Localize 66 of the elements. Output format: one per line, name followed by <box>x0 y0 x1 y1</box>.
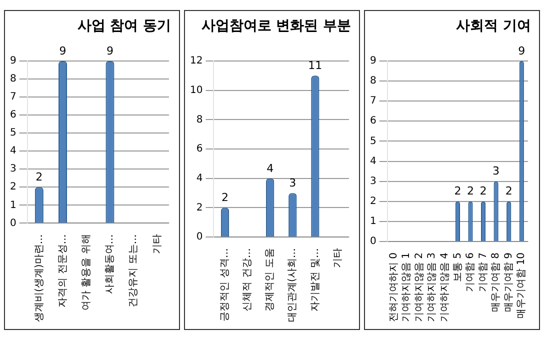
data-label: 3 <box>289 176 296 190</box>
y-tick-label: 2 <box>10 182 16 193</box>
y-tick-label: 2 <box>370 196 376 207</box>
x-tick-label: 매우기여함 9 <box>503 252 514 312</box>
x-tick-label: 생계비(생계)마련… <box>34 234 45 322</box>
data-label: 2 <box>222 191 228 204</box>
x-tick-label: 자기발전 및… <box>310 248 321 312</box>
data-label: 11 <box>308 59 322 72</box>
x-tick-label: 긍정적인 성격… <box>220 248 231 322</box>
data-label: 4 <box>266 162 274 175</box>
y-tick-label: 4 <box>10 146 16 157</box>
x-tick-label: 기여함 6 <box>465 252 476 292</box>
y-tick-label: 3 <box>370 176 376 187</box>
data-label: 9 <box>106 44 114 58</box>
y-tick-label: 4 <box>196 172 203 184</box>
data-label: 2 <box>505 184 512 198</box>
y-tick-label: 12 <box>190 56 203 67</box>
y-tick-label: 8 <box>370 76 376 87</box>
y-tick-label: 6 <box>370 116 376 127</box>
x-tick-label: 경제적인 도움 <box>264 248 276 312</box>
x-tick-label: 기여하지않음 4 <box>440 252 450 322</box>
y-tick-label: 8 <box>10 74 16 85</box>
data-label: 9 <box>518 44 526 58</box>
data-label: 2 <box>466 184 474 198</box>
y-tick-label: 10 <box>190 84 203 96</box>
chart-title: 사업참여로 변화된 부분 <box>200 17 352 36</box>
y-tick-label: 3 <box>10 164 16 175</box>
data-label: 2 <box>36 170 43 184</box>
y-tick-label: 1 <box>10 200 16 211</box>
y-tick-label: 1 <box>370 216 376 227</box>
y-tick-label: 9 <box>370 56 376 67</box>
x-tick-label: 기여하지않음 2 <box>414 252 425 322</box>
data-label: 2 <box>454 184 462 198</box>
chart-title: 사업 참여 동기 <box>76 17 172 36</box>
x-tick-label: 기여하지않음 1 <box>401 252 412 322</box>
data-label: 2 <box>480 184 487 198</box>
x-tick-label: 매우기여함 8 <box>490 252 502 312</box>
x-tick-label: 보통 5 <box>452 252 464 282</box>
y-tick-label: 5 <box>370 136 376 147</box>
x-tick-label: 여가 활용을 위해 <box>80 234 92 311</box>
x-tick-label: 기여하지않음 3 <box>426 252 438 322</box>
x-tick-label: 기여함 7 <box>478 252 489 292</box>
y-tick-label: 4 <box>370 156 376 167</box>
y-tick-label: 2 <box>196 202 203 214</box>
x-tick-label: 대인관계(사회… <box>287 248 298 322</box>
x-tick-label: 기타 <box>152 234 163 254</box>
data-label: 3 <box>492 164 500 178</box>
y-tick-label: 0 <box>370 236 376 248</box>
y-tick-label: 0 <box>10 218 16 229</box>
x-tick-label: 기타 <box>332 248 344 268</box>
y-tick-label: 7 <box>370 96 376 107</box>
y-tick-label: 8 <box>196 114 203 126</box>
chart-title: 사회적 기여 <box>455 17 532 36</box>
x-tick-label: 건강유지 또는… <box>128 234 140 308</box>
y-tick-label: 5 <box>10 128 16 139</box>
data-label: 9 <box>59 44 66 58</box>
y-tick-label: 9 <box>10 56 16 67</box>
x-tick-label: 전혀기여하지 0 <box>388 252 400 322</box>
y-tick-label: 6 <box>10 110 16 121</box>
x-tick-label: 사회활동여… <box>104 234 116 294</box>
y-tick-label: 7 <box>10 92 16 103</box>
x-tick-label: 매우기여함 10 <box>516 252 528 318</box>
x-tick-label: 신체적 건강… <box>242 248 254 312</box>
x-tick-label: 자격의 전문성… <box>57 234 68 308</box>
y-tick-label: 6 <box>196 144 203 155</box>
y-tick-label: 0 <box>196 232 203 243</box>
